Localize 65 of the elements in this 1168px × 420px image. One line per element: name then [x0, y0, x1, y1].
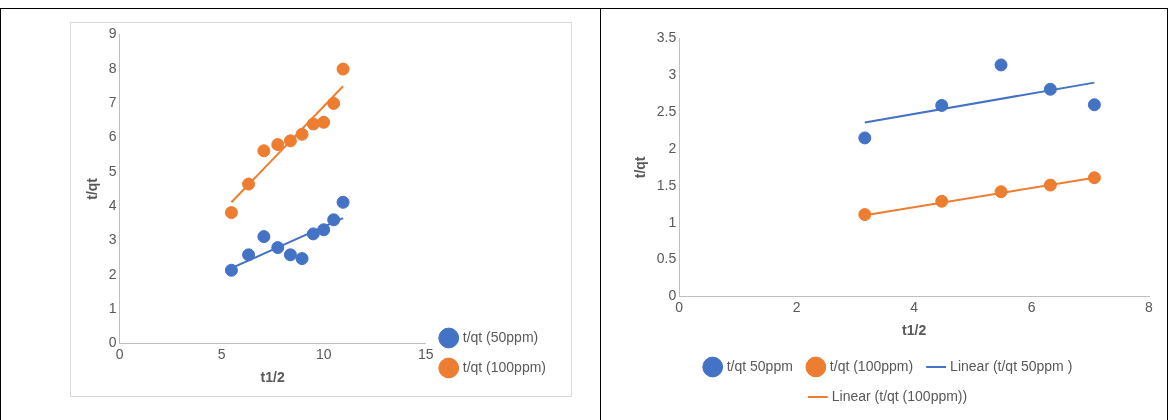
- legend-label: t/qt (50ppm): [462, 328, 539, 345]
- y-tick-label: 2.5: [656, 102, 677, 119]
- y-tick-label: 0.5: [656, 250, 677, 267]
- point: [994, 58, 1008, 72]
- y-axis-title: t/qt: [84, 177, 101, 200]
- x-tick-label: 8: [1145, 298, 1154, 315]
- x-tick-label: 6: [1027, 298, 1036, 315]
- point: [935, 194, 949, 208]
- point: [327, 213, 341, 227]
- point: [317, 223, 331, 237]
- y-tick-label: 3.5: [656, 29, 677, 46]
- x-axis-title: t1/2: [902, 322, 927, 339]
- y-axis-title: t/qt: [632, 156, 649, 179]
- y-tick-label: 1: [108, 299, 117, 316]
- point: [858, 208, 872, 222]
- point: [1087, 98, 1101, 112]
- x-tick-label: 5: [217, 345, 226, 362]
- y-tick-label: 2: [668, 139, 677, 156]
- y-tick-label: 5: [108, 162, 117, 179]
- point: [283, 134, 297, 148]
- x-axis-title: t1/2: [260, 369, 285, 386]
- y-tick-label: 1: [668, 213, 677, 230]
- point: [295, 127, 309, 141]
- point: [1043, 178, 1057, 192]
- x-tick-label: 2: [792, 298, 801, 315]
- y-tick-label: 3: [668, 66, 677, 83]
- point: [271, 241, 285, 255]
- point: [336, 62, 350, 76]
- point: [257, 230, 271, 244]
- point: [336, 195, 350, 209]
- legend-label: Linear (t/qt (100ppm)): [831, 387, 968, 404]
- point: [283, 248, 297, 262]
- point: [327, 96, 341, 110]
- y-tick-label: 4: [108, 196, 117, 213]
- point: [224, 263, 238, 277]
- x-tick-label: 4: [910, 298, 919, 315]
- y-tick-label: 0: [668, 287, 677, 304]
- y-tick-label: 7: [108, 93, 117, 110]
- y-tick-label: 6: [108, 128, 117, 145]
- y-tick-label: 9: [108, 25, 117, 42]
- legend-label: t/qt (100ppm): [462, 358, 546, 375]
- point: [306, 227, 320, 241]
- point: [271, 138, 285, 152]
- x-tick-label: 15: [417, 345, 434, 362]
- point: [935, 98, 949, 112]
- legend-label: t/qt 50ppm: [726, 357, 793, 374]
- point: [994, 185, 1008, 199]
- point: [224, 206, 238, 220]
- point: [242, 177, 256, 191]
- point: [317, 115, 331, 129]
- point: [295, 252, 309, 266]
- point: [1043, 82, 1057, 96]
- y-tick-label: 2: [108, 265, 117, 282]
- y-tick-label: 0: [108, 334, 117, 351]
- legend-label: Linear (t/qt 50ppm ): [950, 357, 1073, 374]
- y-tick-label: 3: [108, 231, 117, 248]
- legend-label: t/qt (100ppm): [829, 357, 914, 374]
- point: [1087, 171, 1101, 185]
- point: [257, 144, 271, 158]
- y-tick-label: 8: [108, 59, 117, 76]
- point: [242, 248, 256, 262]
- point: [858, 131, 872, 145]
- point: [306, 117, 320, 131]
- x-tick-label: 10: [315, 345, 332, 362]
- y-tick-label: 1.5: [656, 176, 677, 193]
